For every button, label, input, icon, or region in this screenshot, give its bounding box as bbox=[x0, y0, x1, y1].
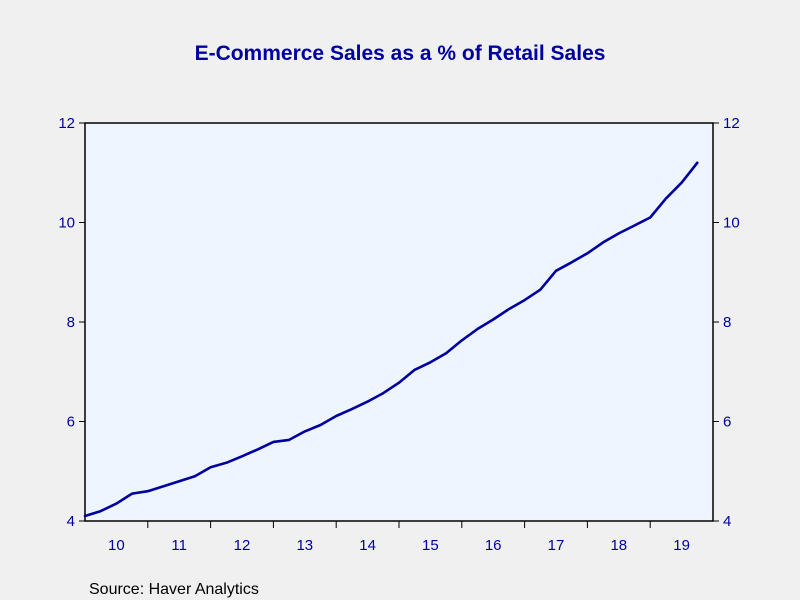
series-layer bbox=[83, 161, 699, 518]
right-y-tick-label: 6 bbox=[723, 414, 731, 431]
left-y-tick-label: 6 bbox=[67, 414, 75, 431]
x-tick-label: 11 bbox=[171, 537, 187, 554]
series-line bbox=[83, 161, 699, 518]
left-y-tick-label: 8 bbox=[67, 314, 75, 331]
left-y-tick-label: 10 bbox=[58, 215, 75, 232]
x-tick-label: 15 bbox=[422, 537, 439, 554]
x-tick-label: 13 bbox=[296, 537, 313, 554]
x-tick-label: 12 bbox=[234, 537, 251, 554]
x-tick-label: 10 bbox=[108, 537, 125, 554]
right-y-axis: 4 6 8 10 12 bbox=[713, 115, 740, 530]
x-axis: 10 11 12 13 14 15 16 17 18 19 bbox=[108, 521, 690, 554]
source-note: Source: Haver Analytics bbox=[89, 581, 259, 598]
left-y-tick-label: 4 bbox=[67, 513, 75, 530]
x-tick-label: 19 bbox=[673, 537, 690, 554]
x-tick-label: 14 bbox=[359, 537, 376, 554]
chart-title: E-Commerce Sales as a % of Retail Sales bbox=[195, 42, 606, 65]
left-y-tick-label: 12 bbox=[58, 115, 75, 132]
right-y-tick-label: 4 bbox=[723, 513, 731, 530]
x-tick-label: 16 bbox=[485, 537, 502, 554]
right-y-tick-label: 8 bbox=[723, 314, 731, 331]
right-y-tick-label: 12 bbox=[723, 115, 740, 132]
x-tick-label: 18 bbox=[610, 537, 627, 554]
x-tick-label: 17 bbox=[548, 537, 565, 554]
right-y-tick-label: 10 bbox=[723, 215, 740, 232]
plot-area bbox=[84, 122, 714, 522]
left-y-axis: 4 6 8 10 12 bbox=[58, 115, 85, 530]
